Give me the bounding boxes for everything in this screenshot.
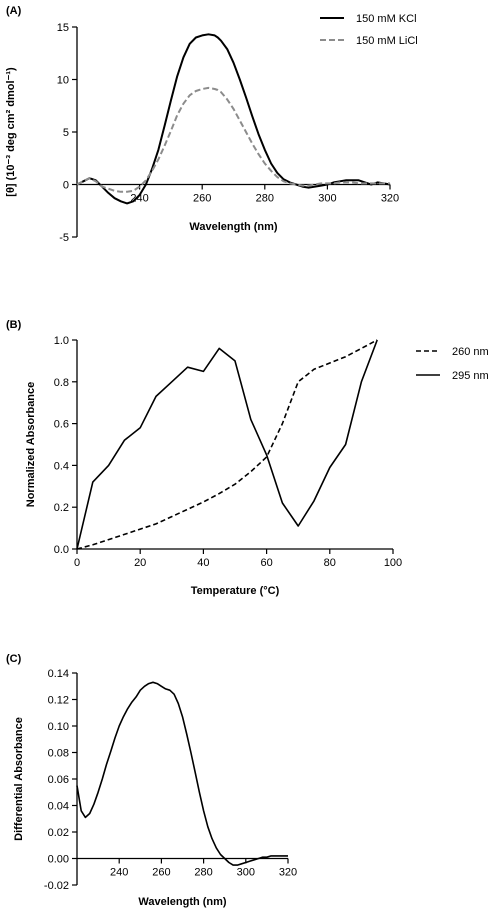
legend-label: 150 mM KCl <box>356 13 417 25</box>
x-tick-label: 300 <box>318 193 336 205</box>
y-tick-label: 0.08 <box>48 748 69 760</box>
y-tick-label: 10 <box>57 75 69 87</box>
x-axis-title: Wavelength (nm) <box>138 896 227 908</box>
series-line-1 <box>76 339 378 550</box>
y-axis-title: [θ] (10⁻³ deg cm² dmol⁻¹) <box>5 67 17 197</box>
y-tick-label: 0.02 <box>48 827 69 839</box>
x-tick-label: 280 <box>256 193 274 205</box>
x-tick-label: 260 <box>152 867 170 879</box>
legend-label: 150 mM LiCl <box>356 35 418 47</box>
x-tick-label: 0 <box>74 557 80 569</box>
panel-c-chart: (C) -0.02 0.00 0.02 0.04 0.06 0.08 0.10 0.12 0.14… <box>6 653 297 908</box>
y-tick-label: 0 <box>63 180 69 192</box>
y-tick-label: 1.0 <box>54 335 69 347</box>
y-axis-title: Normalized Absorbance <box>25 382 37 508</box>
panel-a-chart: (A) -5 0 5 10 15 240 260 280 300 320 Wavelength (nm… <box>5 5 418 244</box>
y-tick-label: 0.04 <box>48 801 69 813</box>
x-axis-title: Wavelength (nm) <box>189 221 278 233</box>
y-tick-label: 0.6 <box>54 419 69 431</box>
panel-b-chart: (B) 0.0 0.2 0.4 0.6 0.8 1.0 0 20 40 60 80 100 Tempera… <box>6 319 489 597</box>
x-tick-label: 100 <box>384 557 402 569</box>
legend-label: 295 nm <box>452 370 489 382</box>
y-tick-label: 0.2 <box>54 502 69 514</box>
x-tick-label: 80 <box>324 557 336 569</box>
y-tick-label: 0.0 <box>54 544 69 556</box>
y-tick-label: 0.10 <box>48 721 69 733</box>
series-line-1 <box>76 33 391 205</box>
y-tick-label: 0.4 <box>54 460 69 472</box>
x-tick-label: 60 <box>260 557 272 569</box>
y-tick-label: 15 <box>57 22 69 34</box>
x-tick-label: 40 <box>197 557 209 569</box>
x-tick-label: 20 <box>134 557 146 569</box>
panel-label: (C) <box>6 653 22 665</box>
y-tick-label: -0.02 <box>44 880 69 892</box>
y-tick-label: 0.12 <box>48 695 69 707</box>
y-tick-label: 0.00 <box>48 854 69 866</box>
x-tick-label: 280 <box>194 867 212 879</box>
series-line-1 <box>76 681 288 866</box>
y-tick-label: 0.06 <box>48 774 69 786</box>
y-tick-label: 5 <box>63 127 69 139</box>
x-tick-label: 300 <box>237 867 255 879</box>
x-tick-label: 240 <box>110 867 128 879</box>
y-axis-title: Differential Absorbance <box>13 717 25 841</box>
x-axis-title: Temperature (°C) <box>191 585 280 597</box>
y-tick-label: 0.8 <box>54 377 69 389</box>
x-tick-label: 320 <box>279 867 297 879</box>
x-tick-label: 240 <box>130 193 148 205</box>
y-tick-label: 0.14 <box>48 668 69 680</box>
y-tick-label: -5 <box>59 232 69 244</box>
panel-label: (A) <box>6 5 22 17</box>
x-tick-label: 260 <box>193 193 211 205</box>
panel-label: (B) <box>6 319 22 331</box>
series-line-2 <box>76 339 378 550</box>
x-tick-label: 320 <box>381 193 399 205</box>
series-line-2 <box>76 86 390 193</box>
legend-label: 260 nm <box>452 346 489 358</box>
